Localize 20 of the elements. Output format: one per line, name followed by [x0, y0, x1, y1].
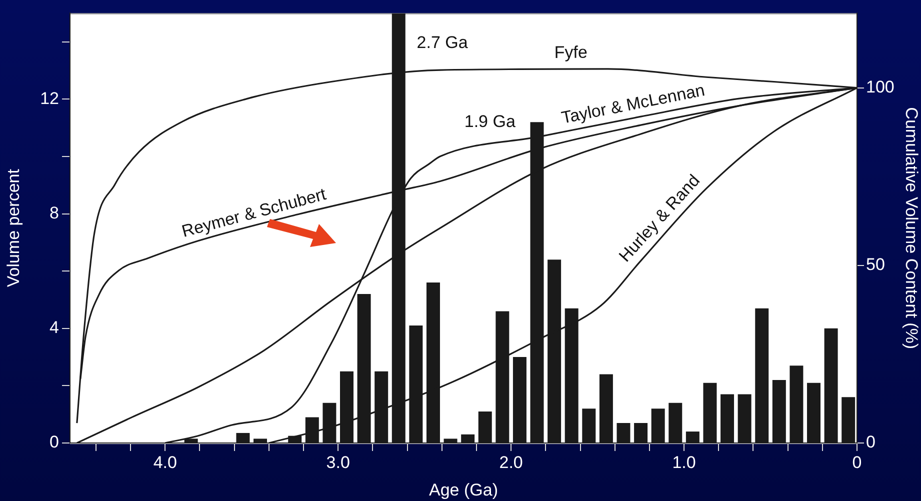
- y2-tick-label: 50: [866, 255, 885, 274]
- y2-axis-title: Cumulative Volume Content (%): [902, 107, 921, 350]
- x-tick-label: 1.0: [672, 452, 696, 472]
- x-tick-label: 2.0: [499, 452, 523, 472]
- x-tick-label: 3.0: [326, 452, 350, 472]
- x-axis-title: Age (Ga): [429, 480, 498, 500]
- x-tick-label: 0: [852, 452, 862, 472]
- y-tick-label: 4: [50, 318, 59, 338]
- y2-tick-label: 100: [866, 77, 894, 96]
- annotation: 1.9 Ga: [464, 112, 516, 131]
- series-label: Fyfe: [554, 42, 588, 62]
- text: Taylor & McLennan: [560, 80, 706, 128]
- y-axis-title: Volume percent: [4, 168, 23, 288]
- text: Reymer & Schubert: [180, 184, 328, 242]
- y-tick-label: 0: [50, 432, 59, 452]
- annotation: 2.7 Ga: [416, 32, 468, 52]
- y-tick-label: 8: [50, 203, 59, 222]
- x-tick-label: 4.0: [153, 452, 177, 472]
- y-tick-label: 12: [40, 88, 59, 108]
- y2-tick-label: 0: [866, 432, 876, 452]
